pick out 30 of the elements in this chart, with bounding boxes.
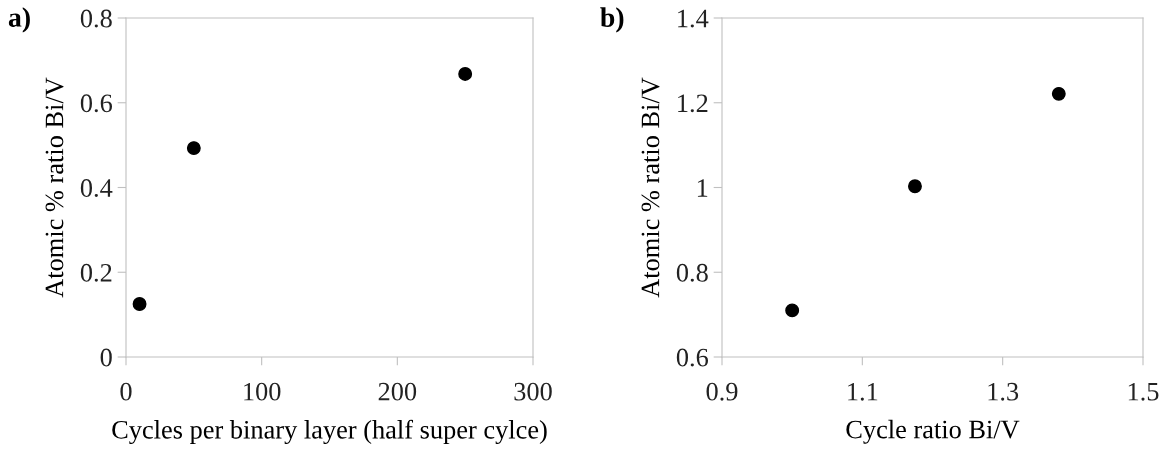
x-tick-label: 100 <box>244 382 281 401</box>
y-axis-title: Atomic % ratio Bi/V <box>45 77 64 298</box>
x-axis-title: Cycle ratio Bi/V <box>846 419 1020 444</box>
x-tick-label: 200 <box>378 382 417 401</box>
x-tick-label: 0.9 <box>706 382 738 401</box>
x-tick-label: 1.1 <box>848 382 878 401</box>
y-tick-label: 0.2 <box>80 263 112 282</box>
y-tick-label: 0.6 <box>676 348 709 367</box>
point <box>1051 86 1066 101</box>
chart-title: a) <box>8 7 30 33</box>
point <box>908 179 922 194</box>
chart-title: b) <box>600 7 624 33</box>
y-tick-label: 0.8 <box>80 9 112 28</box>
y-tick-label: 0 <box>100 348 112 367</box>
point <box>186 141 201 156</box>
x-tick-label: 300 <box>514 382 552 401</box>
y-tick-label: 1.4 <box>678 9 709 28</box>
point <box>785 303 800 318</box>
y-tick-label: 1.2 <box>678 94 708 113</box>
y-axis-title: Atomic % ratio Bi/V <box>641 77 660 298</box>
x-tick-label: 0 <box>120 382 132 401</box>
x-tick-label: 1.5 <box>1128 382 1159 401</box>
y-tick-label: 0.6 <box>80 94 113 113</box>
x-tick-label: 1.3 <box>988 382 1019 401</box>
y-tick-label: 0.4 <box>80 179 113 198</box>
point <box>132 297 147 311</box>
point <box>458 66 473 81</box>
y-tick-label: 1 <box>697 179 708 197</box>
x-axis-title: Cycles per binary layer (half super cylce) <box>112 419 547 445</box>
y-tick-label: 0.8 <box>676 263 708 282</box>
